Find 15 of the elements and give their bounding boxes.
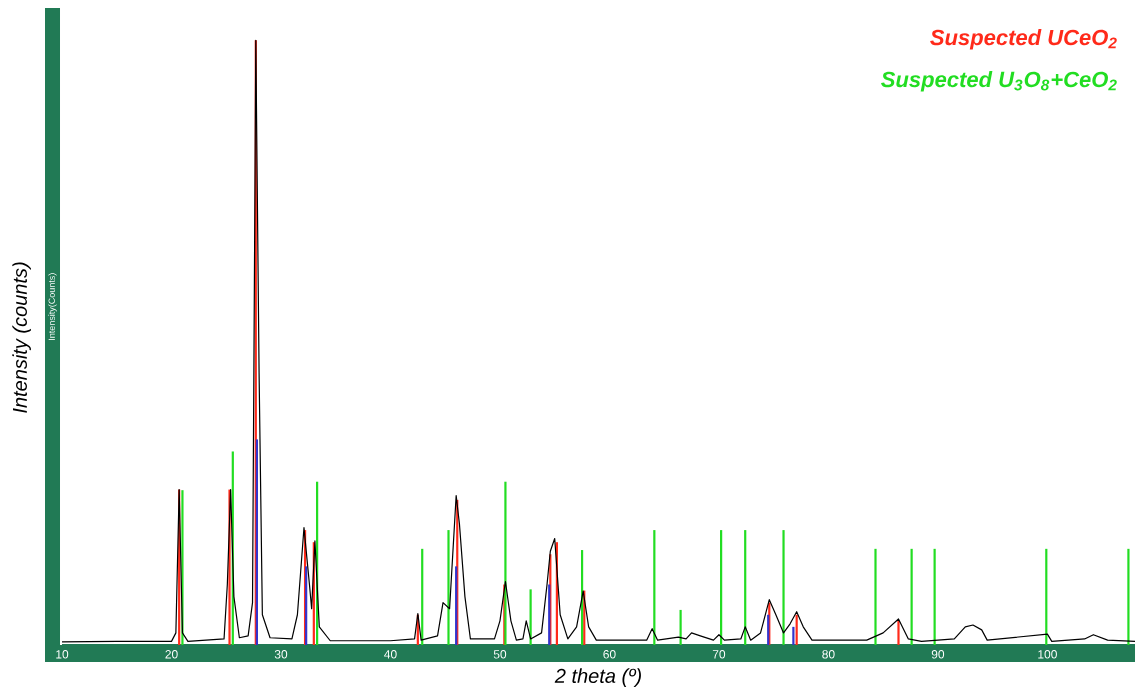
- x-tick-label: 70: [712, 650, 726, 659]
- text: Suspected U$_{3}$O$_{8}$+CeO$_{2}$: [881, 71, 1117, 92]
- x-tick-label: 40: [384, 650, 397, 659]
- text: Suspected UCeO$_{2}$: [930, 29, 1117, 50]
- x-tick-label: 50: [493, 650, 507, 659]
- x-tick-label: 10: [56, 650, 69, 659]
- x-tick-label: 60: [603, 650, 616, 659]
- x-tick-label: 20: [165, 650, 178, 659]
- x-tick-label: 90: [931, 650, 945, 659]
- x-tick-label: 30: [274, 650, 288, 659]
- x-tick-label: 100: [1038, 650, 1057, 659]
- text: Intensity(Counts): [48, 273, 57, 340]
- x-tick-label: 80: [822, 650, 835, 659]
- x-axis-title: 2 theta (º): [554, 668, 641, 687]
- y-axis-title: Intensity (counts): [12, 262, 31, 413]
